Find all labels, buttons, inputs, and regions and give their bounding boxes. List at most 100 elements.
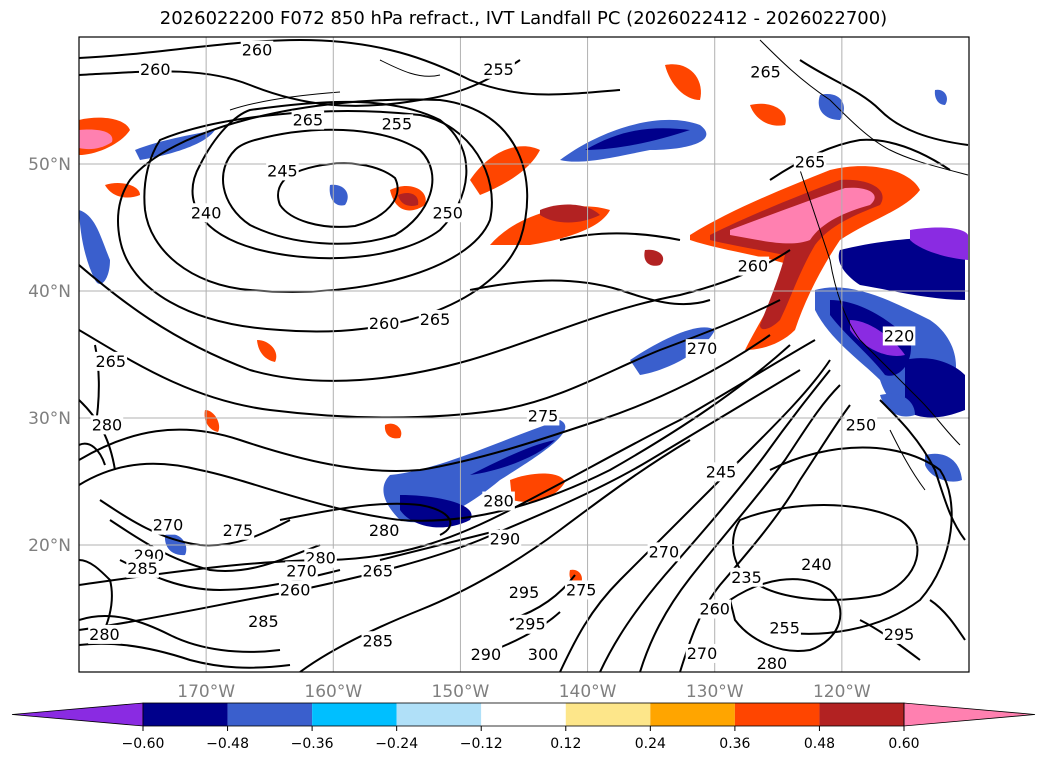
contour-line <box>79 339 816 586</box>
contour-label: 285 <box>127 559 158 578</box>
contour-line <box>879 399 966 541</box>
contour-label: 300 <box>528 645 559 664</box>
shade-red-region <box>398 193 419 206</box>
shade-red-region <box>257 340 277 362</box>
contour-label: 295 <box>515 615 546 634</box>
contour-label: 280 <box>757 654 788 673</box>
contour-line <box>279 502 452 536</box>
shade-red-region <box>934 89 947 105</box>
colorbar-segment <box>312 703 397 726</box>
contour-label: 275 <box>528 406 559 425</box>
contour-line <box>599 369 831 672</box>
colorbar-tick-label: −0.60 <box>122 736 165 752</box>
lat-tick-label: 30°N <box>28 409 71 429</box>
contour-label-bg <box>221 520 255 540</box>
contour-label: 270 <box>286 561 317 580</box>
contour-label-bg <box>526 645 560 665</box>
contour-line <box>299 439 691 672</box>
colorbar-tick-label: 0.60 <box>888 736 919 752</box>
contour-line <box>222 128 434 245</box>
chart-title: 2026022200 F072 850 hPa refract., IVT La… <box>159 8 888 29</box>
contour-label: 265 <box>293 111 324 130</box>
shade-red-region <box>644 249 664 266</box>
colorbar-tick-label: 0.12 <box>550 736 581 752</box>
contour-label: 245 <box>706 462 737 481</box>
colorbar-extend-low <box>11 702 144 727</box>
colorbar-tick-label: −0.12 <box>460 736 503 752</box>
contour-label-bg <box>526 406 560 426</box>
colorbar-segment <box>565 703 651 726</box>
coastline <box>229 39 969 491</box>
contour-label-bg <box>844 415 878 435</box>
contour-label: 295 <box>509 583 540 602</box>
coastline-path <box>799 169 961 446</box>
contour-label: 275 <box>223 521 254 540</box>
contour-label: 280 <box>369 521 400 540</box>
shade-red-region <box>710 179 883 330</box>
lat-tick-label: 40°N <box>28 282 71 302</box>
contour-label: 290 <box>471 645 502 664</box>
contour-label-bg <box>685 339 719 359</box>
contour-label-bg <box>768 618 801 638</box>
shade-blue-region <box>925 453 962 482</box>
colorbar-segment <box>227 703 313 726</box>
contour-label: 280 <box>483 492 514 511</box>
contour-label-bg <box>367 313 401 333</box>
contour-label-bg <box>151 515 185 535</box>
contour-label-bg <box>482 491 515 511</box>
shade-blue-region <box>329 184 348 206</box>
contour-label-bg <box>882 624 916 644</box>
contour-labels: 260 260 265 255 255 245 240 250 265 265 260 260 265 2… <box>88 40 916 674</box>
shade-red-region <box>730 187 875 244</box>
shade-red-region <box>105 183 140 198</box>
shade-blue-region <box>585 128 690 150</box>
contour-label: 280 <box>92 415 123 434</box>
contour-label: 260 <box>140 60 171 79</box>
lon-tick-label: 170°W <box>177 682 235 702</box>
contour-line <box>469 279 711 306</box>
contour-label: 245 <box>267 161 298 180</box>
lon-tick-label: 130°W <box>686 682 744 702</box>
contour-label-bg <box>514 614 547 634</box>
contour-line <box>79 642 291 669</box>
contour-line <box>79 334 771 472</box>
contour-line <box>79 369 801 631</box>
contour-label-bg <box>793 152 827 172</box>
contour-label: 250 <box>846 415 877 434</box>
contour-label: 220 <box>884 326 915 345</box>
colorbar-segment <box>481 703 566 726</box>
contour-label: 260 <box>738 257 769 276</box>
shade-blue-region <box>79 210 110 284</box>
contour-line <box>929 599 966 641</box>
contour-label-bg <box>240 40 274 60</box>
shade-red-region <box>204 410 220 432</box>
contour-label-bg <box>361 561 395 581</box>
contour-label-bg <box>685 643 719 663</box>
contour-label-bg <box>482 59 515 79</box>
coastline-path <box>889 429 926 491</box>
contour-label: 270 <box>153 516 184 535</box>
contour-label: 260 <box>699 600 730 619</box>
colorbar-tick-label: −0.36 <box>291 736 334 752</box>
coastline-path <box>229 91 341 111</box>
contour-label: 250 <box>432 203 463 222</box>
coastline-path <box>759 39 969 176</box>
contour-line <box>679 404 851 672</box>
contour-label-bg <box>361 631 395 651</box>
contour-label-bg <box>704 462 738 482</box>
colorbar-segment <box>143 703 228 726</box>
lon-tick-label: 150°W <box>432 682 490 702</box>
contour-label: 265 <box>420 310 451 329</box>
contour-line <box>109 519 321 572</box>
contour-line <box>79 559 113 641</box>
contour-label-bg <box>380 114 414 134</box>
contour-label-bg <box>367 520 401 540</box>
contour-label-bg <box>564 580 598 600</box>
contour-label: 255 <box>483 60 514 79</box>
contour-line <box>639 384 841 672</box>
lon-tick-label: 160°W <box>304 682 362 702</box>
contour-label: 285 <box>363 631 394 650</box>
contour-label: 275 <box>566 580 597 599</box>
shade-red-region <box>384 423 402 439</box>
